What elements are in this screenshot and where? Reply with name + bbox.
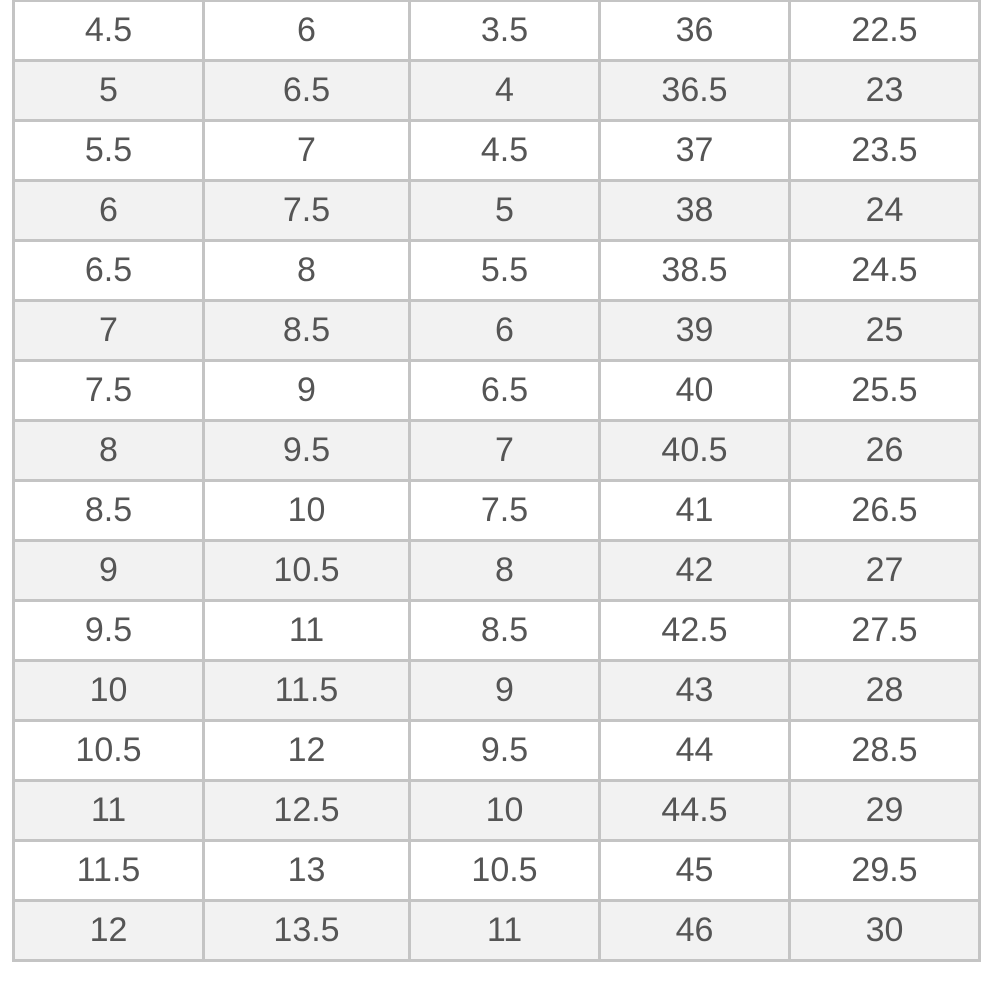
table-cell: 9.5 [408,719,601,782]
table-cell: 4 [408,59,601,122]
table-body: 4.5 6 3.5 36 22.5 5 6.5 4 36.5 23 5.5 7 4.5 37 23.5 6 7.… [12,0,981,962]
size-chart-table-container: 4.5 6 3.5 36 22.5 5 6.5 4 36.5 23 5.5 7 4.5 37 23.5 6 7.… [12,0,981,962]
table-cell: 39 [598,299,791,362]
table-cell: 23.5 [788,119,981,182]
table-row: 6.5 8 5.5 38.5 24.5 [12,239,981,302]
table-row: 11.5 13 10.5 45 29.5 [12,839,981,902]
table-cell: 3.5 [408,0,601,62]
table-cell: 9 [408,659,601,722]
table-row: 7.5 9 6.5 40 25.5 [12,359,981,422]
table-cell: 4.5 [12,0,205,62]
table-cell: 8.5 [408,599,601,662]
table-cell: 44.5 [598,779,791,842]
table-cell: 44 [598,719,791,782]
table-row: 10 11.5 9 43 28 [12,659,981,722]
size-chart-table: 4.5 6 3.5 36 22.5 5 6.5 4 36.5 23 5.5 7 4.5 37 23.5 6 7.… [12,0,981,962]
table-cell: 7 [12,299,205,362]
table-cell: 42 [598,539,791,602]
table-cell: 40.5 [598,419,791,482]
table-cell: 29.5 [788,839,981,902]
table-cell: 5 [12,59,205,122]
table-cell: 25.5 [788,359,981,422]
table-cell: 36 [598,0,791,62]
table-cell: 10.5 [408,839,601,902]
table-cell: 42.5 [598,599,791,662]
table-cell: 13.5 [202,899,411,962]
table-row: 9 10.5 8 42 27 [12,539,981,602]
table-cell: 26 [788,419,981,482]
table-cell: 37 [598,119,791,182]
table-cell: 25 [788,299,981,362]
table-cell: 28.5 [788,719,981,782]
table-cell: 6.5 [408,359,601,422]
table-cell: 10.5 [12,719,205,782]
table-row: 10.5 12 9.5 44 28.5 [12,719,981,782]
table-cell: 46 [598,899,791,962]
table-cell: 30 [788,899,981,962]
table-cell: 8 [408,539,601,602]
table-cell: 45 [598,839,791,902]
table-cell: 10 [202,479,411,542]
table-cell: 12 [202,719,411,782]
table-cell: 9.5 [202,419,411,482]
table-cell: 7.5 [408,479,601,542]
table-row: 11 12.5 10 44.5 29 [12,779,981,842]
table-cell: 29 [788,779,981,842]
table-cell: 12 [12,899,205,962]
table-cell: 36.5 [598,59,791,122]
table-cell: 6.5 [202,59,411,122]
table-cell: 12.5 [202,779,411,842]
table-row: 5.5 7 4.5 37 23.5 [12,119,981,182]
table-cell: 8.5 [202,299,411,362]
table-cell: 5.5 [408,239,601,302]
table-cell: 6 [202,0,411,62]
table-cell: 27.5 [788,599,981,662]
table-cell: 6 [12,179,205,242]
table-cell: 11 [202,599,411,662]
table-cell: 41 [598,479,791,542]
table-cell: 24.5 [788,239,981,302]
table-cell: 11 [12,779,205,842]
table-cell: 40 [598,359,791,422]
table-cell: 6.5 [12,239,205,302]
table-cell: 24 [788,179,981,242]
table-row: 7 8.5 6 39 25 [12,299,981,362]
table-cell: 10 [408,779,601,842]
table-cell: 28 [788,659,981,722]
table-row: 4.5 6 3.5 36 22.5 [12,0,981,62]
table-cell: 9 [202,359,411,422]
table-cell: 9 [12,539,205,602]
table-cell: 8.5 [12,479,205,542]
table-cell: 8 [202,239,411,302]
table-row: 12 13.5 11 46 30 [12,899,981,962]
table-cell: 5 [408,179,601,242]
table-cell: 10.5 [202,539,411,602]
table-cell: 5.5 [12,119,205,182]
table-cell: 27 [788,539,981,602]
table-cell: 22.5 [788,0,981,62]
table-row: 9.5 11 8.5 42.5 27.5 [12,599,981,662]
table-cell: 7.5 [12,359,205,422]
table-cell: 13 [202,839,411,902]
table-cell: 8 [12,419,205,482]
table-cell: 38.5 [598,239,791,302]
table-row: 8 9.5 7 40.5 26 [12,419,981,482]
table-cell: 11.5 [12,839,205,902]
table-cell: 23 [788,59,981,122]
table-row: 6 7.5 5 38 24 [12,179,981,242]
table-cell: 4.5 [408,119,601,182]
table-cell: 11 [408,899,601,962]
table-cell: 11.5 [202,659,411,722]
table-cell: 9.5 [12,599,205,662]
table-cell: 6 [408,299,601,362]
table-cell: 43 [598,659,791,722]
table-cell: 7 [408,419,601,482]
table-row: 8.5 10 7.5 41 26.5 [12,479,981,542]
table-cell: 7 [202,119,411,182]
table-cell: 7.5 [202,179,411,242]
table-row: 5 6.5 4 36.5 23 [12,59,981,122]
table-cell: 38 [598,179,791,242]
table-cell: 26.5 [788,479,981,542]
table-cell: 10 [12,659,205,722]
